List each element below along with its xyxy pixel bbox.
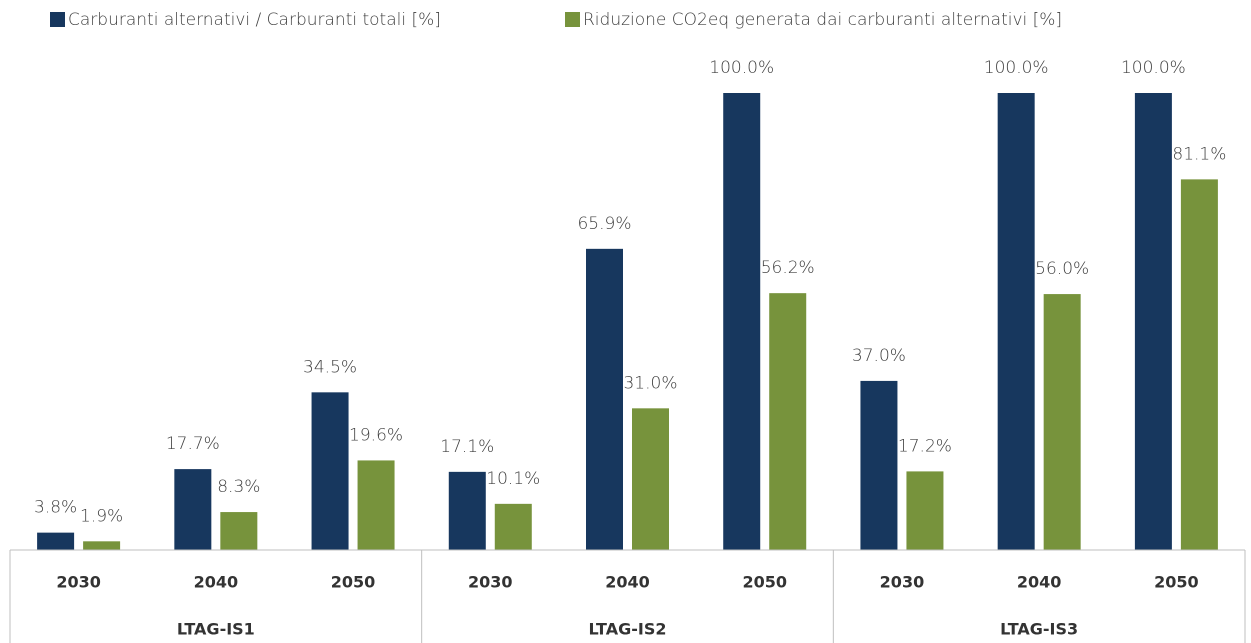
value-label: 17.7% bbox=[166, 434, 220, 454]
x-tick-label: 2030 bbox=[468, 573, 513, 592]
value-label: 34.5% bbox=[303, 357, 357, 377]
value-label: 17.2% bbox=[898, 436, 952, 456]
x-tick-label: 2050 bbox=[331, 573, 376, 592]
value-label: 19.6% bbox=[349, 425, 403, 445]
x-tick-label: 2030 bbox=[880, 573, 925, 592]
group-label: LTAG-IS3 bbox=[1000, 620, 1078, 639]
x-tick-label: 2040 bbox=[194, 573, 239, 592]
legend-swatch bbox=[565, 12, 580, 27]
group-label: LTAG-IS1 bbox=[177, 620, 255, 639]
x-tick-label: 2040 bbox=[605, 573, 650, 592]
x-tick-label: 2050 bbox=[742, 573, 787, 592]
value-label: 56.2% bbox=[761, 258, 815, 278]
bar bbox=[1043, 294, 1081, 550]
bar bbox=[906, 471, 944, 550]
bar bbox=[769, 293, 807, 550]
bar bbox=[723, 93, 761, 550]
x-tick-label: 2040 bbox=[1017, 573, 1062, 592]
legend-label: Riduzione CO2eq generata dai carburanti … bbox=[583, 10, 1062, 30]
x-tick-label: 2030 bbox=[56, 573, 101, 592]
value-label: 65.9% bbox=[577, 214, 631, 234]
value-label: 100.0% bbox=[709, 58, 774, 78]
bar bbox=[174, 469, 212, 550]
value-label: 37.0% bbox=[852, 346, 906, 366]
bar bbox=[494, 503, 532, 550]
bar bbox=[357, 460, 395, 550]
x-tick-label: 2050 bbox=[1154, 573, 1199, 592]
bar bbox=[586, 248, 623, 550]
value-label: 8.3% bbox=[217, 477, 260, 497]
legend-label: Carburanti alternativi / Carburanti tota… bbox=[68, 10, 441, 30]
value-label: 31.0% bbox=[623, 373, 677, 393]
value-label: 3.8% bbox=[34, 498, 77, 518]
bar bbox=[860, 380, 898, 550]
value-label: 10.1% bbox=[486, 469, 540, 489]
value-label: 100.0% bbox=[984, 58, 1049, 78]
value-label: 1.9% bbox=[80, 506, 123, 526]
bar bbox=[448, 471, 486, 550]
value-label: 81.1% bbox=[1172, 144, 1226, 164]
legend-swatch bbox=[50, 12, 65, 27]
bar bbox=[632, 408, 669, 550]
value-label: 17.1% bbox=[440, 437, 494, 457]
bar bbox=[83, 541, 121, 550]
bar bbox=[1134, 93, 1172, 550]
bar bbox=[997, 93, 1035, 550]
bar bbox=[1180, 179, 1218, 551]
bar bbox=[37, 532, 75, 550]
bar bbox=[311, 392, 349, 550]
group-label: LTAG-IS2 bbox=[589, 620, 667, 639]
bar bbox=[220, 512, 258, 550]
value-label: 100.0% bbox=[1121, 58, 1186, 78]
value-label: 56.0% bbox=[1035, 259, 1089, 279]
